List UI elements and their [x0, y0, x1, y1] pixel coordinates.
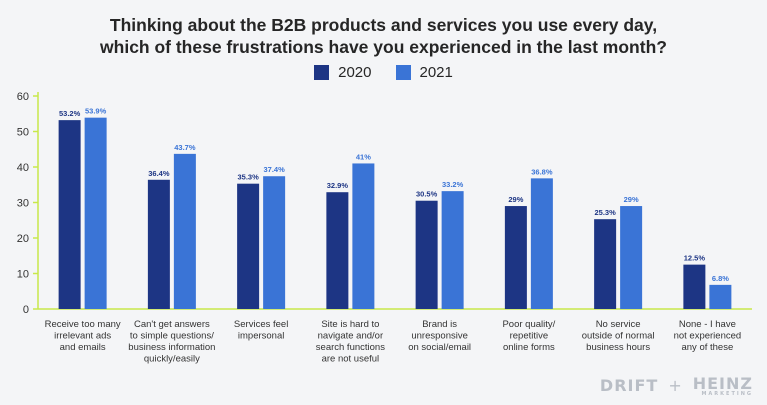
data-label-2021-3: 41%: [356, 152, 371, 161]
x-category-label-4-line-2: on social/email: [408, 342, 471, 353]
x-category-label-0-line-0: Receive too many: [45, 319, 121, 330]
data-label-2020-3: 32.9%: [327, 181, 349, 190]
x-category-label-6-line-1: outside of normal: [582, 331, 655, 342]
x-category-label-7-line-2: any of these: [681, 342, 733, 353]
x-category-label-3-line-2: search functions: [316, 342, 385, 353]
heinz-logo: HEINZ MARKETING: [692, 374, 753, 398]
bar-2020-2: [237, 183, 260, 309]
bar-2020-1: [147, 179, 170, 309]
legend-item-2021: 2021: [395, 64, 453, 81]
legend-swatch-2020: [314, 65, 330, 80]
data-label-2020-6: 25.3%: [594, 208, 616, 217]
legend-item-2020: 2020: [314, 64, 372, 81]
x-category-label-3-line-3: are not useful: [322, 354, 380, 365]
bar-2020-7: [683, 264, 706, 309]
data-label-2021-4: 33.2%: [442, 180, 464, 189]
x-category-label-1-line-2: business information: [128, 342, 215, 353]
data-label-2021-6: 29%: [624, 195, 639, 204]
chart-legend: 2020 2021: [0, 64, 767, 81]
x-category-label-5-line-2: online forms: [503, 342, 555, 353]
x-category-label-2-line-1: impersonal: [238, 331, 284, 342]
y-tick-label-0: 0: [23, 304, 29, 316]
legend-label-2021: 2021: [419, 64, 453, 81]
bar-2020-0: [58, 120, 81, 309]
data-label-2020-5: 29%: [508, 195, 523, 204]
bar-2021-7: [709, 284, 732, 309]
heinz-logo-text: HEINZ: [692, 374, 753, 393]
x-category-label-7-line-1: not experienced: [674, 331, 742, 342]
data-label-2021-5: 36.8%: [531, 167, 553, 176]
x-category-label-6-line-0: No service: [596, 319, 641, 330]
y-tick-label-40: 40: [17, 162, 29, 174]
bar-2021-2: [263, 176, 286, 309]
bar-2021-1: [173, 153, 196, 309]
x-category-label-4-line-1: unresponsive: [411, 331, 468, 342]
x-category-label-0-line-2: and emails: [60, 342, 106, 353]
chart-title-line-1: Thinking about the B2B products and serv…: [109, 15, 658, 35]
plus-sign: +: [668, 376, 683, 395]
bar-2020-6: [594, 219, 617, 309]
brand-logos: DRIFT + HEINZ MARKETING: [599, 374, 753, 398]
legend-label-2020: 2020: [338, 64, 372, 81]
x-category-label-3-line-1: navigate and/or: [318, 331, 384, 342]
x-category-label-4-line-0: Brand is: [422, 319, 457, 330]
bar-2021-3: [352, 163, 375, 309]
x-category-label-3-line-0: Site is hard to: [321, 319, 379, 330]
y-tick-label-50: 50: [17, 127, 29, 139]
y-tick-label-30: 30: [17, 198, 29, 210]
x-category-label-7-line-0: None - I have: [679, 319, 736, 330]
data-label-2020-0: 53.2%: [59, 109, 81, 118]
data-label-2021-1: 43.7%: [174, 143, 196, 152]
x-category-label-0-line-1: irrelevant ads: [54, 331, 111, 342]
x-category-label-5-line-0: Poor quality/: [502, 319, 555, 330]
data-label-2021-0: 53.9%: [85, 107, 107, 116]
bar-2021-0: [84, 117, 107, 309]
legend-swatch-2021: [395, 65, 411, 80]
drift-logo: DRIFT: [599, 376, 659, 395]
x-category-label-5-line-1: repetitive: [510, 331, 549, 342]
data-label-2021-7: 6.8%: [712, 274, 729, 283]
y-tick-label-60: 60: [17, 91, 29, 103]
data-label-2020-2: 35.3%: [237, 173, 259, 182]
data-label-2021-2: 37.4%: [263, 165, 285, 174]
data-label-2020-1: 36.4%: [148, 169, 170, 178]
x-category-label-1-line-0: Can't get answers: [134, 319, 210, 330]
bar-2020-5: [504, 206, 527, 309]
y-tick-label-10: 10: [17, 269, 29, 281]
bar-2020-3: [326, 192, 349, 309]
y-tick-label-20: 20: [17, 233, 29, 245]
data-label-2020-7: 12.5%: [684, 254, 706, 263]
x-category-label-1-line-3: quickly/easily: [144, 354, 200, 365]
heinz-logo-sub: MARKETING: [701, 391, 753, 397]
x-category-label-2-line-0: Services feel: [234, 319, 288, 330]
x-category-label-1-line-1: to simple questions/: [130, 331, 214, 342]
chart-title: Thinking about the B2B products and serv…: [0, 14, 767, 58]
bar-2021-5: [530, 178, 553, 309]
bar-2021-4: [441, 191, 464, 309]
bar-2021-6: [620, 206, 643, 309]
data-label-2020-4: 30.5%: [416, 190, 438, 199]
x-category-label-6-line-2: business hours: [586, 342, 650, 353]
bar-2020-4: [415, 200, 438, 309]
chart-title-line-2: which of these frustrations have you exp…: [100, 37, 667, 57]
